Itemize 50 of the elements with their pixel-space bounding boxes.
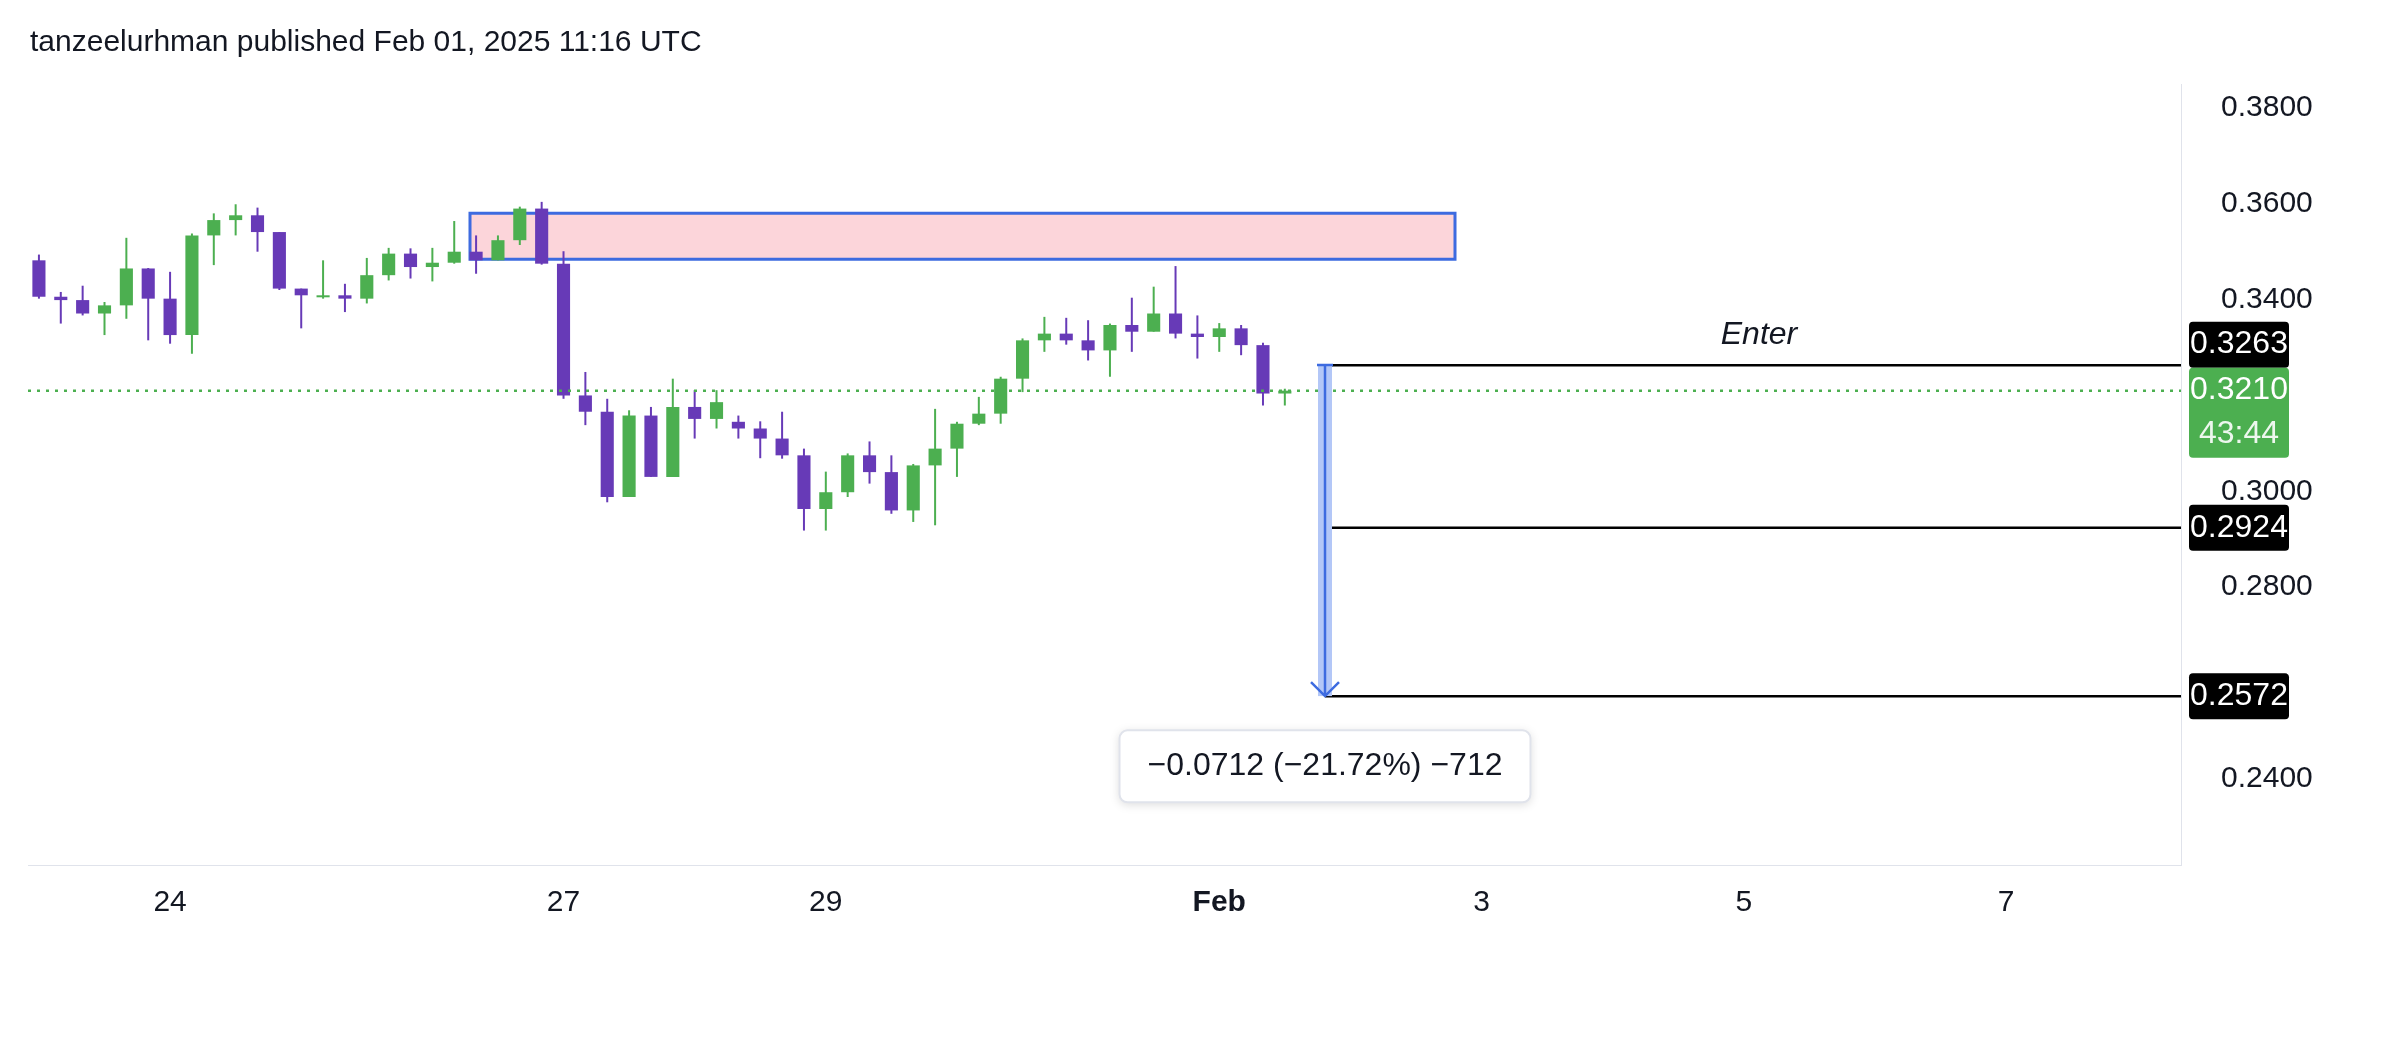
candlestick [403,247,418,280]
candlestick [491,234,505,262]
ref-line-label: 0.3210 [2190,370,2288,407]
candlestick [688,389,702,440]
candlestick [207,212,221,267]
candlestick [753,420,767,460]
ref-line-label: 0.3263 [2190,324,2288,361]
candlestick [97,301,112,337]
annotation: −0.0712 (−21.72%) −712 [1147,746,1503,783]
candlestick [382,246,396,282]
text: 43:44 [2198,414,2280,451]
candlestick [360,256,374,305]
y-tick-label: 0.2400 [2221,760,2313,794]
candlestick [862,440,877,485]
x-tick-label: 27 [546,884,581,918]
candlestick [76,284,90,317]
candlestick [229,203,243,237]
y-tick-label: 0.3600 [2221,185,2313,219]
candlestick [731,414,745,440]
candlestick [469,234,483,275]
candlestick [928,407,942,527]
ref-line-label: 0.2924 [2190,507,2288,544]
candlestick [1168,265,1183,340]
x-tick-label: 5 [1735,884,1753,918]
x-tick-label: Feb [1192,884,1246,918]
candlestick [316,259,330,300]
candlestick [1212,322,1226,353]
y-tick-label: 0.3800 [2221,89,2313,123]
candlestick [819,470,833,532]
x-tick-label: 24 [153,884,187,918]
candlestick [578,370,592,427]
candlestick [1147,285,1161,333]
x-tick-label: 29 [809,884,843,918]
candlestick [447,220,461,265]
y-tick-label: 0.3400 [2221,280,2313,314]
y-tick-label: 0.2800 [2221,568,2313,602]
candlestick [1081,319,1095,362]
candlestick [425,246,439,283]
candlestick [250,206,265,253]
candlestick [1125,296,1139,353]
y-tick-label: 0.3000 [2221,472,2313,506]
x-tick-label: 3 [1473,884,1490,918]
x-tick-label: 7 [1997,884,2015,918]
candlestick [775,410,789,460]
ref-line-label: 0.2572 [2190,676,2288,713]
candlestick [972,395,986,427]
candlestick [338,282,352,314]
annotation: Enter [1720,315,1799,352]
candlestick [1234,324,1248,357]
chart-title: tanzeelurhman published Feb 01, 2025 11:16 UTC [30,24,702,58]
